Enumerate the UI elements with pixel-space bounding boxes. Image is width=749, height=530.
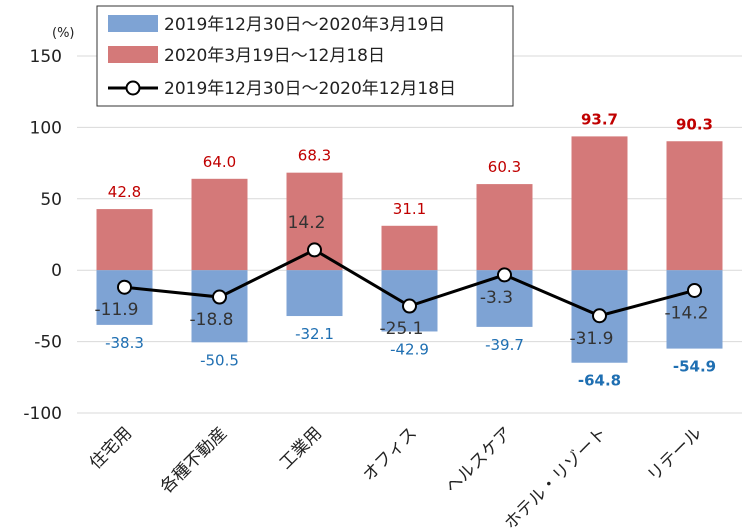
bars: [96, 136, 723, 363]
y-tick-label: 150: [30, 47, 62, 67]
cumulative-value-label: 14.2: [288, 213, 326, 233]
rebound-value-label: 31.1: [393, 200, 426, 218]
line-marker: [687, 282, 702, 298]
y-tick-label: -50: [34, 333, 62, 353]
y-tick-label: 100: [30, 118, 62, 138]
rebound-value-label: 60.3: [488, 158, 521, 176]
rebound-value-label: 64.0: [203, 153, 236, 171]
bar-rebound: [96, 209, 153, 271]
line-marker: [592, 308, 607, 324]
bar-rebound: [191, 178, 248, 271]
category-label: 住宅用: [86, 423, 136, 473]
line-marker: [402, 298, 417, 314]
legend-frame: [96, 5, 514, 107]
y-axis-tick-labels: -100 -50 0 50 100 150: [23, 47, 62, 424]
legend-label-total: 2019年12月30日～2020年12月18日: [164, 79, 456, 99]
legend: 2019年12月30日～2020年3月19日 2020年3月19日～12月18日…: [96, 5, 514, 107]
legend-swatch-q1: [108, 15, 158, 32]
decline-value-label: -39.7: [485, 336, 524, 354]
decline-value-label: -42.9: [390, 340, 429, 358]
decline-value-label: -54.9: [673, 358, 716, 376]
decline-value-label: -32.1: [295, 325, 334, 343]
cumulative-value-label: -18.8: [190, 310, 234, 330]
category-label: 工業用: [276, 423, 326, 473]
bar-rebound: [381, 225, 438, 271]
line-marker: [117, 279, 132, 295]
y-tick-label: -100: [23, 404, 62, 424]
rebound-value-label: 42.8: [108, 183, 141, 201]
decline-value-label: -50.5: [200, 351, 239, 369]
category-label: 各種不動産: [157, 423, 231, 497]
legend-label-q1: 2019年12月30日～2020年3月19日: [164, 15, 445, 35]
bar-decline: [96, 270, 153, 325]
cumulative-value-label: -3.3: [480, 288, 513, 308]
line-marker: [307, 242, 322, 258]
y-tick-label: 0: [51, 261, 62, 281]
y-axis-unit: (%): [52, 26, 75, 41]
bar-value-labels: 42.8 -38.3 64.0 -50.5 68.3 -32.1 31.1 -42.9 60.3…: [105, 110, 716, 389]
cumulative-value-label: -11.9: [95, 300, 139, 320]
category-label: オフィス: [359, 423, 421, 485]
line-marker: [497, 267, 512, 283]
line-marker: [212, 289, 227, 305]
category-label: リテール: [644, 423, 706, 485]
cumulative-value-label: -31.9: [570, 329, 614, 349]
decline-value-label: -38.3: [105, 334, 144, 352]
rebound-value-label: 68.3: [298, 147, 331, 165]
decline-value-label: -64.8: [578, 372, 621, 390]
cumulative-line: [117, 242, 702, 324]
category-label: ホテル・リゾート: [501, 423, 611, 530]
bar-decline: [286, 270, 343, 317]
cumulative-value-label: -25.1: [380, 319, 424, 339]
bar-rebound: [666, 141, 723, 271]
legend-label-rest: 2020年3月19日～12月18日: [164, 46, 385, 66]
cumulative-value-label: -14.2: [665, 303, 709, 323]
line-value-labels: -11.9 -18.8 14.2 -25.1 -3.3 -31.9 -14.2: [95, 213, 709, 349]
bar-rebound: [476, 184, 533, 271]
bar-decline: [191, 270, 248, 343]
rebound-value-label: 90.3: [676, 115, 713, 133]
rebound-value-label: 93.7: [581, 110, 618, 128]
y-tick-label: 50: [40, 190, 62, 210]
legend-marker-sample: [125, 80, 141, 96]
legend-swatch-rest: [108, 46, 158, 63]
category-label: ヘルスケア: [442, 423, 516, 497]
bar-rebound: [571, 136, 628, 271]
